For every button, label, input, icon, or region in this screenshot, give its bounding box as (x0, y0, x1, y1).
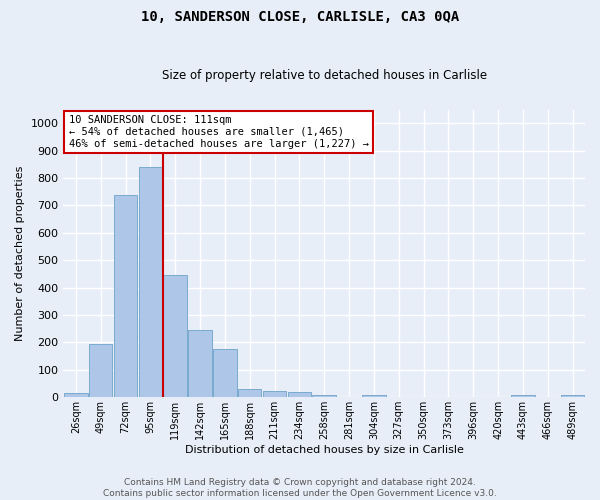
Bar (287, 392, 311, 398)
X-axis label: Distribution of detached houses by size in Carlisle: Distribution of detached houses by size … (185, 445, 464, 455)
Bar (89, 344, 112, 398)
Bar (238, 388, 262, 398)
Bar (114, 195, 137, 398)
Bar (188, 330, 212, 398)
Bar (213, 350, 236, 398)
Bar (362, 395, 386, 398)
Text: 10, SANDERSON CLOSE, CARLISLE, CA3 0QA: 10, SANDERSON CLOSE, CARLISLE, CA3 0QA (141, 10, 459, 24)
Bar (64, 393, 88, 398)
Bar (263, 392, 286, 398)
Bar (511, 395, 535, 398)
Bar (163, 274, 187, 398)
Bar (139, 167, 162, 398)
Bar (313, 395, 336, 398)
Y-axis label: Number of detached properties: Number of detached properties (15, 166, 25, 341)
Text: 10 SANDERSON CLOSE: 111sqm
← 54% of detached houses are smaller (1,465)
46% of s: 10 SANDERSON CLOSE: 111sqm ← 54% of deta… (68, 116, 368, 148)
Bar (561, 395, 584, 398)
Title: Size of property relative to detached houses in Carlisle: Size of property relative to detached ho… (161, 69, 487, 82)
Text: Contains HM Land Registry data © Crown copyright and database right 2024.
Contai: Contains HM Land Registry data © Crown c… (103, 478, 497, 498)
